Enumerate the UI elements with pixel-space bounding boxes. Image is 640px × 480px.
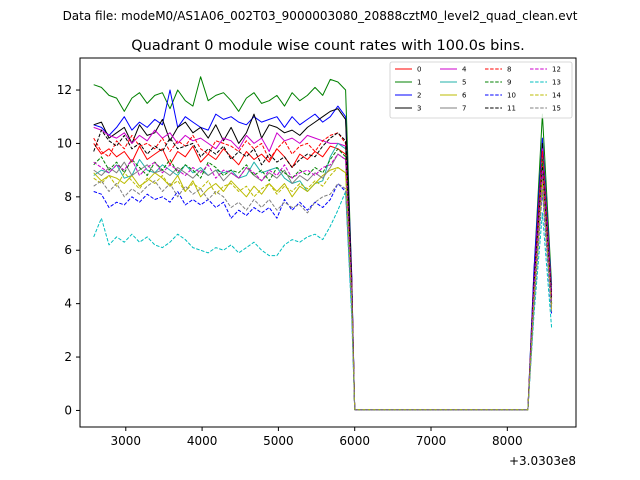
series-line-3 [93, 108, 553, 411]
legend-label-12: 12 [552, 66, 561, 74]
x-tick-label-5000: 5000 [263, 434, 294, 448]
y-tick-label-2: 2 [64, 350, 72, 364]
legend-label-10: 10 [507, 92, 516, 100]
y-tick-label-4: 4 [64, 297, 72, 311]
series-line-9 [93, 148, 553, 411]
x-tick-label-6000: 6000 [339, 434, 370, 448]
legend-label-6: 6 [462, 92, 467, 100]
chart-title: Quadrant 0 module wise count rates with … [131, 38, 525, 54]
series-line-2 [93, 89, 553, 411]
y-tick-label-0: 0 [64, 403, 72, 417]
legend-label-0: 0 [417, 66, 421, 74]
y-tick-label-12: 12 [57, 83, 72, 97]
y-tick-label-10: 10 [57, 136, 72, 150]
series-lines [93, 76, 553, 411]
x-tick-label-8000: 8000 [492, 434, 523, 448]
legend-label-15: 15 [552, 105, 561, 113]
series-line-1 [93, 76, 553, 411]
x-tick-label-7000: 7000 [416, 434, 447, 448]
legend-label-8: 8 [507, 66, 511, 74]
x-tick-label-4000: 4000 [187, 434, 218, 448]
series-line-11 [93, 129, 553, 411]
legend-label-1: 1 [417, 79, 421, 87]
legend-label-2: 2 [417, 92, 421, 100]
series-line-8 [93, 132, 553, 411]
x-axis-ticks: 3000 4000 5000 6000 7000 8000 [111, 427, 523, 448]
axes-frame [79, 57, 577, 428]
series-line-12 [93, 153, 553, 411]
series-line-13 [93, 191, 553, 411]
y-tick-label-6: 6 [64, 243, 72, 257]
legend-label-5: 5 [462, 79, 466, 87]
y-axis-ticks: 0 2 4 6 8 10 12 [57, 83, 80, 417]
x-offset-label: +3.0303e8 [509, 454, 576, 468]
series-line-5 [93, 142, 553, 411]
legend-label-9: 9 [507, 79, 511, 87]
figure-suptitle: Data file: modeM0/AS1A06_002T03_90000030… [63, 9, 578, 23]
series-line-4 [93, 126, 553, 411]
legend-box [389, 61, 573, 119]
legend-label-11: 11 [507, 105, 516, 113]
series-line-15 [93, 180, 553, 411]
legend-label-13: 13 [552, 79, 561, 87]
series-line-10 [93, 183, 553, 411]
legend-label-3: 3 [417, 105, 421, 113]
series-line-0 [93, 143, 553, 411]
y-tick-label-8: 8 [64, 190, 72, 204]
legend-label-14: 14 [552, 92, 561, 100]
legend-label-4: 4 [462, 66, 467, 74]
series-line-14 [93, 167, 553, 411]
x-tick-label-3000: 3000 [111, 434, 142, 448]
legend-label-7: 7 [462, 105, 466, 113]
